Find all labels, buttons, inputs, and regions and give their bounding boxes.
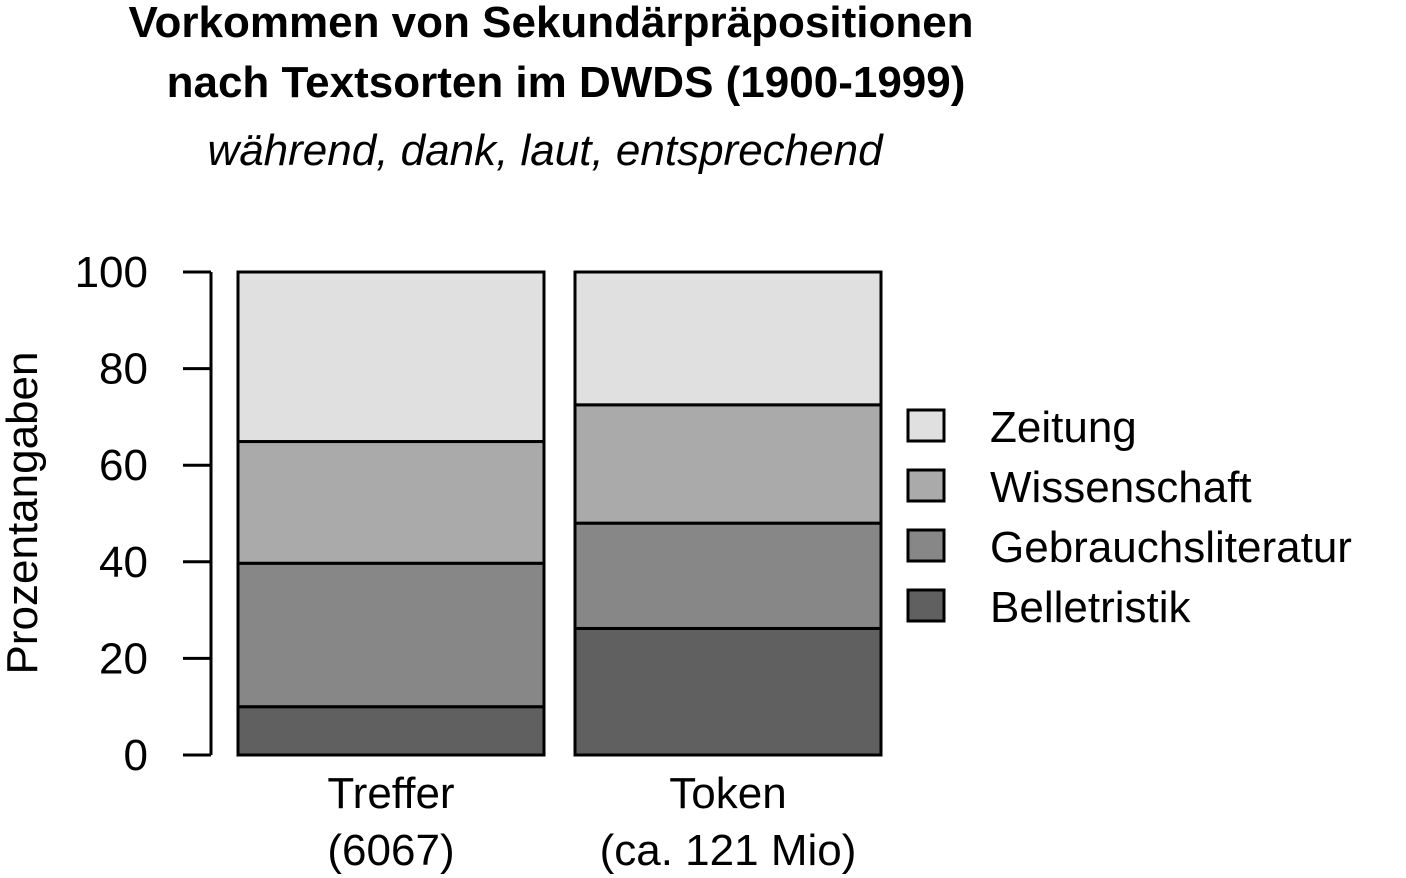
bar-segment-gebrauchsliteratur xyxy=(573,521,883,630)
y-axis-label: Prozentangaben xyxy=(0,352,47,675)
chart-subtitle: während, dank, laut, entsprechend xyxy=(207,126,884,175)
bar-segment-wissenschaft xyxy=(236,440,546,565)
y-tick-label: 100 xyxy=(75,248,148,297)
y-axis: 0 20 40 60 80 100 xyxy=(75,248,213,780)
y-tick-label: 40 xyxy=(99,538,148,587)
legend-label-belletristik: Belletristik xyxy=(990,583,1191,632)
x-axis-category-labels: Treffer (6067) Token (ca. 121 Mio) xyxy=(327,769,856,875)
bar-segment-zeitung xyxy=(236,270,546,444)
bar-segment-belletristik xyxy=(236,705,546,757)
legend-swatch-wissenschaft xyxy=(906,468,946,503)
y-tick-label: 80 xyxy=(99,345,148,394)
x-category-label: (6067) xyxy=(327,826,454,875)
chart-title-line-1: Vorkommen von Sekundärpräpositionen xyxy=(128,0,973,47)
legend-swatch-belletristik xyxy=(906,588,946,623)
y-tick-label: 60 xyxy=(99,441,148,490)
legend-label-wissenschaft: Wissenschaft xyxy=(990,463,1252,512)
x-category-label: (ca. 121 Mio) xyxy=(600,826,857,875)
chart-title-line-2: nach Textsorten im DWDS (1900-1999) xyxy=(167,58,966,107)
x-category-label: Token xyxy=(669,769,786,818)
bar-segment-belletristik xyxy=(573,626,883,757)
legend-label-zeitung: Zeitung xyxy=(990,403,1137,452)
y-tick-label: 0 xyxy=(124,731,148,780)
bar-segment-gebrauchsliteratur xyxy=(236,561,546,709)
legend-label-gebrauchsliteratur: Gebrauchsliteratur xyxy=(990,523,1352,572)
bar-segment-wissenschaft xyxy=(573,403,883,525)
legend-swatch-zeitung xyxy=(906,408,946,443)
bars-group xyxy=(236,270,883,757)
legend: Zeitung Wissenschaft Gebrauchsliteratur Bel… xyxy=(906,403,1352,632)
y-tick-label: 20 xyxy=(99,634,148,683)
bar-segment-zeitung xyxy=(573,270,883,407)
legend-swatch-gebrauchsliteratur xyxy=(906,528,946,563)
x-category-label: Treffer xyxy=(327,769,454,818)
